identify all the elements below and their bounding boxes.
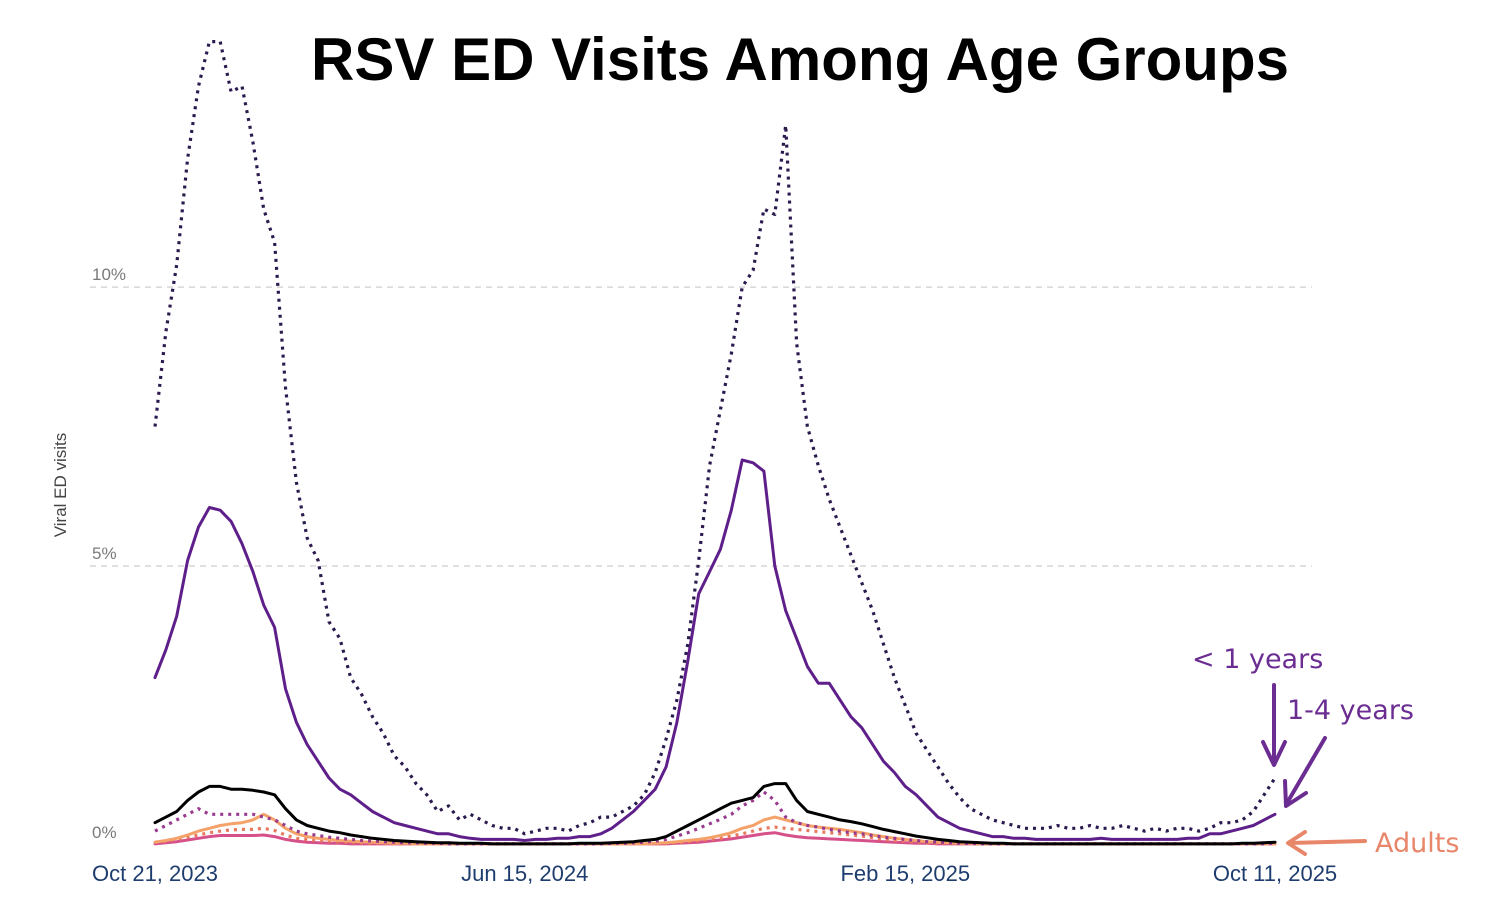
annotation-adults: Adults bbox=[1286, 828, 1459, 859]
y-axis-label: Viral ED visits bbox=[51, 433, 70, 538]
series-line-2 bbox=[153, 782, 1277, 846]
arrow-1-4-icon bbox=[1285, 736, 1327, 805]
annotation-1-4-years: 1-4 years bbox=[1283, 695, 1414, 808]
series-line-1 bbox=[153, 458, 1277, 842]
y-axis-ticks: 0% 5% 10% bbox=[92, 265, 126, 842]
arrow-adults-icon bbox=[1288, 839, 1367, 845]
chart-title: RSV ED Visits Among Age Groups bbox=[311, 26, 1289, 93]
annotation-adults-label: Adults bbox=[1375, 828, 1459, 859]
x-tick-label: Feb 15, 2025 bbox=[840, 861, 970, 886]
annotation-1-4-label: 1-4 years bbox=[1287, 695, 1414, 726]
arrowhead-adults-icon bbox=[1286, 830, 1307, 856]
arrowhead-1-4-icon bbox=[1283, 779, 1308, 808]
annotation-under-1-years: < 1 years bbox=[1192, 644, 1323, 767]
y-tick-label: 10% bbox=[92, 265, 126, 284]
series-line-0 bbox=[153, 39, 1277, 836]
annotation-under-1-label: < 1 years bbox=[1192, 644, 1323, 675]
series-lines bbox=[153, 39, 1277, 846]
gridlines bbox=[90, 286, 1312, 567]
x-tick-label: Oct 11, 2025 bbox=[1213, 861, 1337, 886]
y-tick-label: 0% bbox=[92, 823, 117, 842]
y-tick-label: 5% bbox=[92, 544, 117, 563]
x-tick-label: Jun 15, 2024 bbox=[461, 861, 588, 886]
x-tick-label: Oct 21, 2023 bbox=[92, 861, 218, 886]
arrowhead-under-1-icon bbox=[1261, 740, 1287, 767]
x-axis-ticks: Oct 21, 2023 Jun 15, 2024 Feb 15, 2025 Oct … bbox=[92, 861, 1337, 886]
